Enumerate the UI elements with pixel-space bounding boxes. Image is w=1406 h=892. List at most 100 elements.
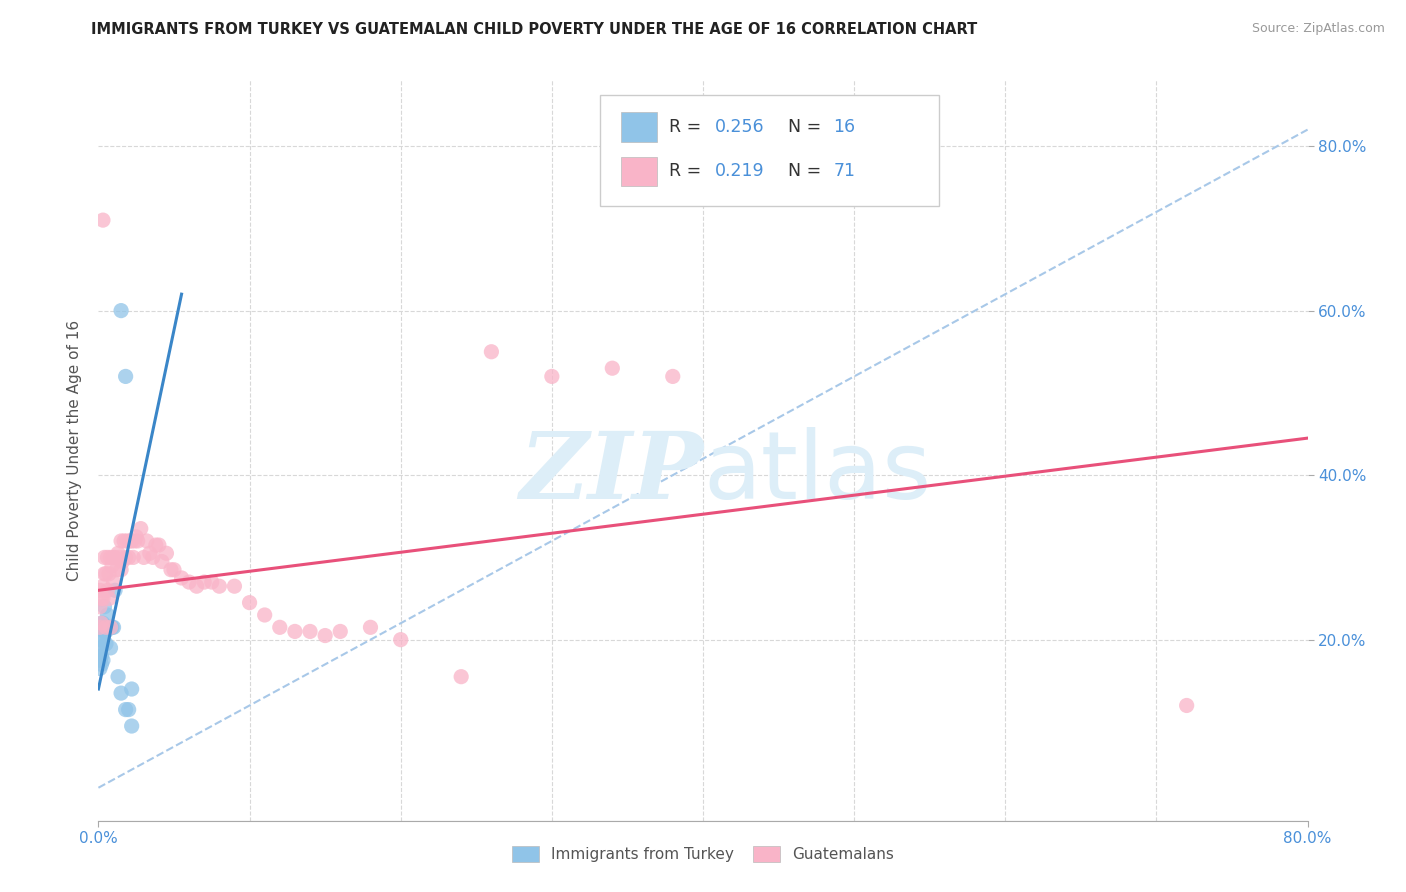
Point <box>145 538 167 552</box>
Point <box>661 369 683 384</box>
Point <box>89 653 111 667</box>
Point <box>135 533 157 548</box>
Point <box>94 624 117 639</box>
Point <box>170 571 193 585</box>
Point <box>96 607 118 622</box>
FancyBboxPatch shape <box>600 95 939 206</box>
Point <box>284 624 307 639</box>
Point <box>269 620 291 634</box>
Point <box>93 566 115 581</box>
Point <box>105 563 128 577</box>
Point <box>89 583 111 598</box>
Point <box>103 575 125 590</box>
Point <box>100 620 122 634</box>
Point <box>110 686 132 700</box>
Point <box>115 533 138 548</box>
Point <box>155 546 177 560</box>
Point <box>186 579 208 593</box>
Point <box>160 563 183 577</box>
Point <box>125 530 148 544</box>
Point <box>90 657 112 672</box>
Point <box>148 538 170 552</box>
Point <box>107 546 129 560</box>
Point <box>104 583 127 598</box>
Point <box>94 620 117 634</box>
Point <box>360 620 382 634</box>
Point <box>110 533 132 548</box>
Point <box>90 616 112 631</box>
Point <box>98 591 121 606</box>
Point <box>129 522 152 536</box>
Point <box>314 628 336 642</box>
Point <box>108 550 131 565</box>
Point <box>132 550 155 565</box>
Point <box>389 632 412 647</box>
Point <box>96 550 118 565</box>
Point <box>179 575 201 590</box>
Point <box>101 620 124 634</box>
Text: 16: 16 <box>834 118 856 136</box>
Text: 0.219: 0.219 <box>716 162 765 180</box>
Point <box>91 653 114 667</box>
Point <box>112 533 135 548</box>
Point <box>142 550 165 565</box>
Point <box>139 546 162 560</box>
Point <box>239 596 262 610</box>
Point <box>100 550 122 565</box>
Point <box>93 624 115 639</box>
Point <box>107 670 129 684</box>
Point <box>91 591 114 606</box>
Point <box>110 303 132 318</box>
Point <box>602 361 624 376</box>
Point <box>118 550 141 565</box>
Point <box>89 599 111 614</box>
Point <box>114 369 136 384</box>
Point <box>103 620 125 634</box>
Point <box>299 624 322 639</box>
Point <box>111 554 134 569</box>
Text: IMMIGRANTS FROM TURKEY VS GUATEMALAN CHILD POVERTY UNDER THE AGE OF 16 CORRELATI: IMMIGRANTS FROM TURKEY VS GUATEMALAN CHI… <box>91 22 977 37</box>
Point <box>90 620 112 634</box>
Legend: Immigrants from Turkey, Guatemalans: Immigrants from Turkey, Guatemalans <box>506 840 900 869</box>
Point <box>98 566 121 581</box>
Point <box>193 575 215 590</box>
Point <box>91 213 114 227</box>
Point <box>163 563 186 577</box>
Point <box>93 599 115 614</box>
Point <box>94 566 117 581</box>
Point <box>91 616 114 631</box>
Point <box>121 533 143 548</box>
Point <box>481 344 503 359</box>
Text: atlas: atlas <box>703 426 931 518</box>
Text: ZIP: ZIP <box>519 427 703 517</box>
Point <box>201 575 224 590</box>
Point <box>91 579 114 593</box>
Point <box>540 369 562 384</box>
Text: R =: R = <box>669 162 707 180</box>
Point <box>103 550 125 565</box>
Point <box>90 649 112 664</box>
Point <box>90 591 112 606</box>
Point <box>224 579 246 593</box>
Point <box>98 620 121 634</box>
Y-axis label: Child Poverty Under the Age of 16: Child Poverty Under the Age of 16 <box>67 320 83 581</box>
Point <box>101 558 124 573</box>
Point <box>110 563 132 577</box>
Point <box>114 550 136 565</box>
FancyBboxPatch shape <box>621 156 657 186</box>
FancyBboxPatch shape <box>621 112 657 142</box>
Point <box>450 670 472 684</box>
Text: 0.256: 0.256 <box>716 118 765 136</box>
Point <box>89 620 111 634</box>
Point <box>118 703 141 717</box>
Point <box>89 661 111 675</box>
Point <box>329 624 352 639</box>
Text: N =: N = <box>787 118 827 136</box>
Point <box>90 616 112 631</box>
Text: Source: ZipAtlas.com: Source: ZipAtlas.com <box>1251 22 1385 36</box>
Point <box>114 703 136 717</box>
Text: R =: R = <box>669 118 707 136</box>
Point <box>122 550 145 565</box>
Point <box>93 550 115 565</box>
Point <box>90 632 112 647</box>
